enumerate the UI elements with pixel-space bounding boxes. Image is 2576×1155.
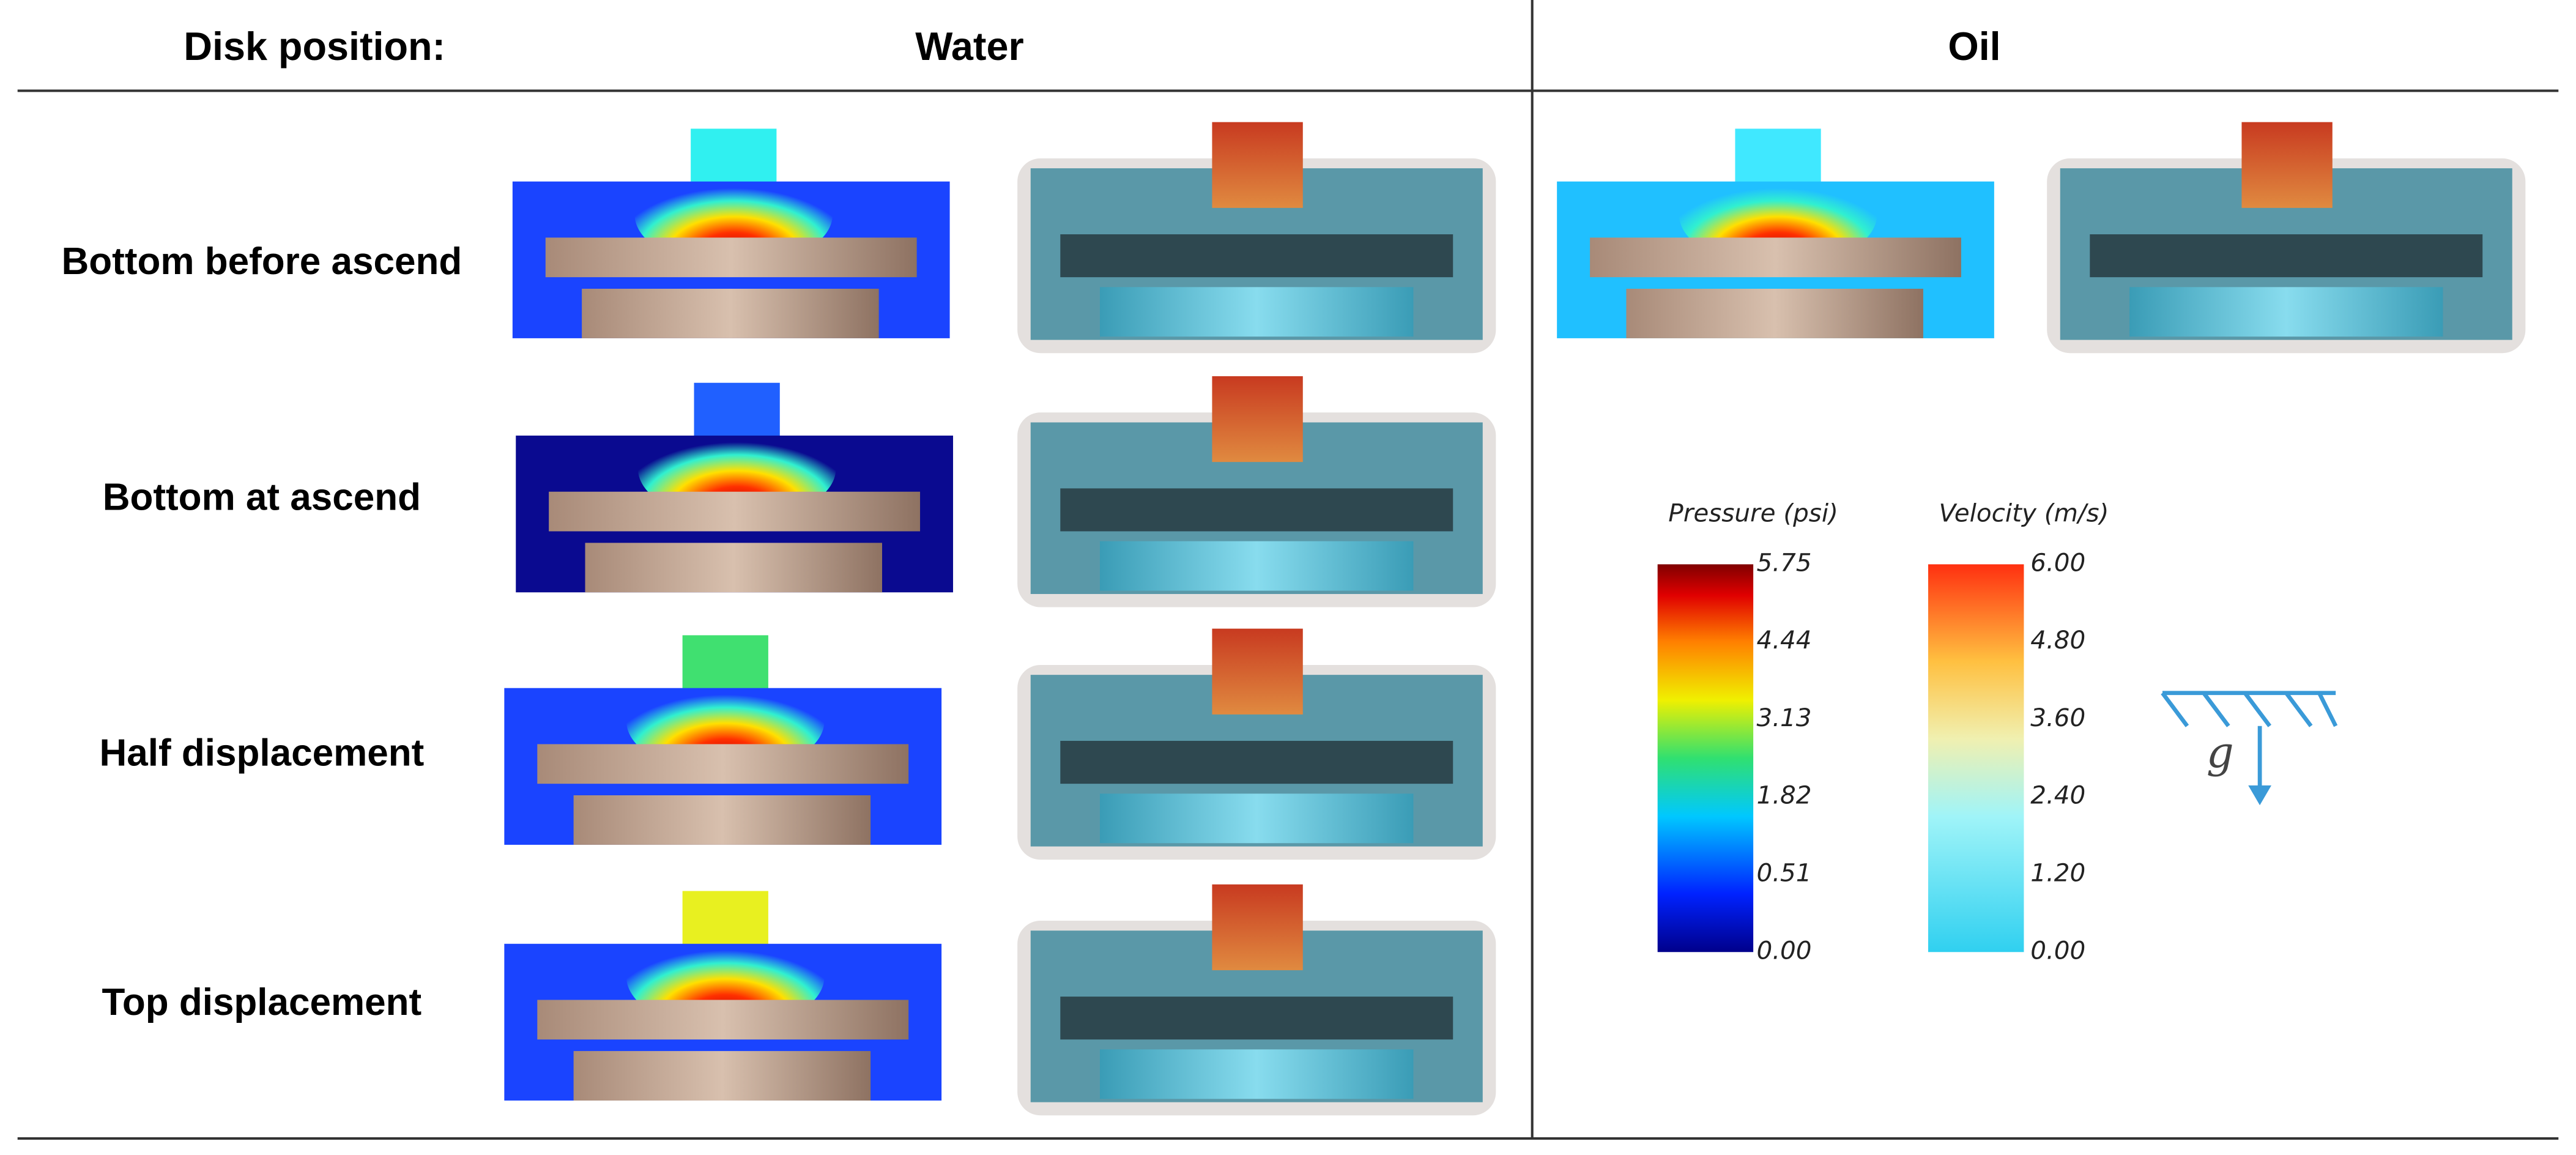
colorbar-tick-label: 0.51	[1756, 858, 1811, 887]
pressure-contour	[516, 382, 953, 593]
base	[585, 543, 883, 593]
header-cell: Disk position:	[184, 24, 445, 69]
colorbar-tick-label: 0.00	[1756, 935, 1811, 965]
colorbar-tick-label: 4.80	[2030, 625, 2085, 655]
velocity-streamlines	[2047, 122, 2526, 354]
colorbar-tick-label: 5.75	[1756, 548, 1811, 577]
velocity-streamlines	[1017, 376, 1496, 607]
disk	[1060, 488, 1453, 532]
header-cell: Oil	[1948, 24, 2000, 69]
colorbar-tick-label: 0.00	[2030, 935, 2085, 965]
disk	[537, 1000, 909, 1040]
inlet	[1212, 628, 1303, 715]
velocity-streamlines	[1017, 884, 1496, 1116]
colorbar	[1928, 564, 2024, 953]
inlet	[1212, 376, 1303, 462]
pressure-contour	[512, 128, 950, 338]
velocity-streamlines	[1017, 122, 1496, 354]
disk	[545, 237, 917, 278]
disk	[1060, 997, 1453, 1040]
inlet	[1212, 884, 1303, 970]
base	[1626, 289, 1923, 338]
row-label: Bottom at ascend	[103, 477, 421, 519]
base	[1100, 793, 1414, 844]
base	[1100, 541, 1414, 591]
inlet	[2241, 122, 2333, 208]
disk	[1590, 237, 1961, 278]
colorbar-tick-label: 4.44	[1756, 625, 1811, 655]
legend-title: Pressure (psi)	[1668, 499, 1838, 528]
base	[1100, 1049, 1414, 1099]
pressure-contour	[504, 635, 942, 845]
base	[582, 289, 879, 338]
base	[1100, 287, 1414, 337]
disk	[2090, 234, 2483, 278]
velocity-streamlines	[1017, 628, 1496, 860]
header-cell: Water	[915, 24, 1023, 69]
colorbar-tick-label: 3.60	[2030, 703, 2085, 732]
colorbar-tick-label: 1.20	[2030, 858, 2085, 887]
colorbar-tick-label: 6.00	[2030, 548, 2085, 577]
colorbar-tick-label: 2.40	[2030, 781, 2085, 810]
colorbar-tick-label: 3.13	[1756, 703, 1811, 732]
gravity-symbol	[2161, 691, 2338, 806]
colorbar	[1657, 564, 1754, 953]
disk	[1060, 741, 1453, 784]
colorbar-tick-label: 1.82	[1756, 781, 1811, 810]
base	[573, 795, 871, 845]
disk	[549, 491, 921, 532]
row-label: Top displacement	[102, 981, 422, 1023]
row-label: Half displacement	[100, 732, 425, 774]
disk	[1060, 234, 1453, 278]
inlet	[1212, 122, 1303, 208]
row-label: Bottom before ascend	[62, 240, 462, 283]
disk	[537, 744, 909, 784]
pressure-contour	[504, 891, 942, 1101]
base	[2129, 287, 2443, 337]
legend-title: Velocity (m/s)	[1939, 499, 2109, 528]
base	[573, 1051, 871, 1101]
gravity-label: g	[2207, 727, 2234, 778]
pressure-contour	[1557, 128, 1994, 338]
